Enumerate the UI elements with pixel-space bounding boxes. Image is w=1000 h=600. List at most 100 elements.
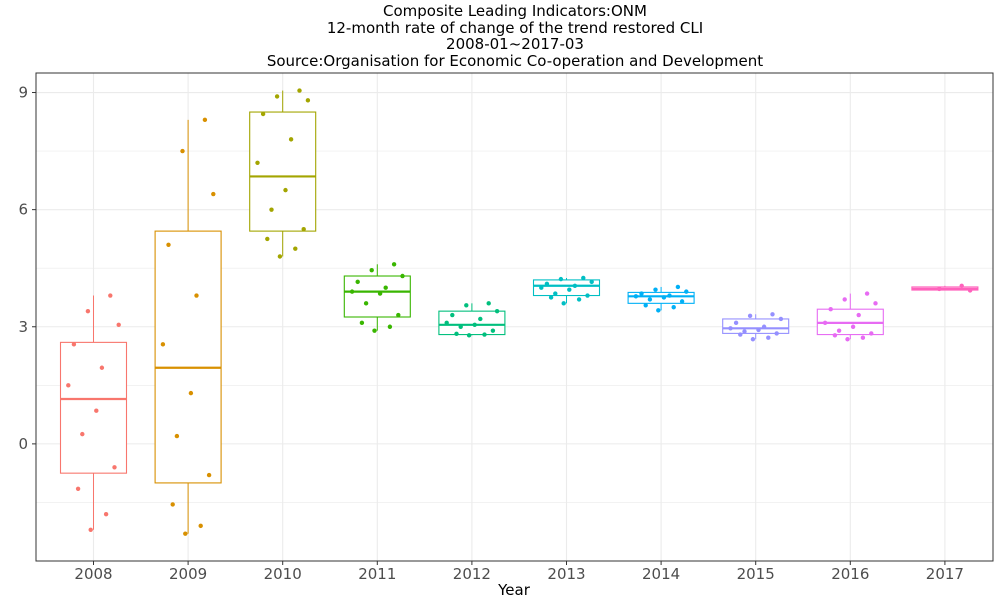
x-tick-label: 2014 xyxy=(642,565,680,583)
data-point xyxy=(561,301,566,306)
data-point xyxy=(377,291,383,296)
data-point xyxy=(301,226,306,232)
data-point xyxy=(274,94,280,99)
data-point xyxy=(383,285,388,290)
data-point xyxy=(349,289,355,294)
iqr-box xyxy=(532,279,601,297)
data-point xyxy=(482,332,487,337)
box-2008 xyxy=(59,295,128,530)
data-point xyxy=(88,527,93,532)
data-point xyxy=(770,312,775,317)
data-point xyxy=(355,279,360,285)
x-axis-ticks: 2008 2009 2010 2011 2012 2013 2014 2015 2016 2017 xyxy=(74,561,964,583)
box-2017 xyxy=(911,285,979,291)
boxes-layer xyxy=(59,90,979,534)
y-tick-label: 6 xyxy=(18,201,28,219)
data-point xyxy=(747,313,753,319)
data-point xyxy=(581,275,586,281)
data-point xyxy=(750,337,756,342)
iqr-box xyxy=(627,291,695,304)
points-layer xyxy=(66,88,973,536)
data-point xyxy=(170,502,175,507)
box-2012 xyxy=(438,303,506,336)
data-point xyxy=(850,324,856,329)
data-point xyxy=(860,335,866,340)
data-point xyxy=(202,117,208,123)
data-point xyxy=(548,295,554,300)
data-point xyxy=(756,327,761,333)
data-point xyxy=(66,383,71,388)
data-point xyxy=(188,390,194,396)
box-2011 xyxy=(343,264,411,331)
data-point xyxy=(937,286,942,292)
x-tick-label: 2010 xyxy=(264,565,302,583)
iqr-box xyxy=(154,230,222,484)
data-point xyxy=(679,299,685,304)
x-tick-label: 2012 xyxy=(453,565,491,583)
data-point xyxy=(656,308,661,313)
data-point xyxy=(667,293,672,298)
chart-subtitle-2: 2008-01~2017-03 xyxy=(446,35,584,53)
data-point xyxy=(869,331,874,336)
data-point xyxy=(198,523,203,529)
data-point xyxy=(85,308,91,314)
data-point xyxy=(458,324,463,329)
data-point xyxy=(293,246,298,251)
data-point xyxy=(576,297,582,302)
data-point xyxy=(647,297,653,302)
data-point xyxy=(558,276,564,282)
data-point xyxy=(103,511,109,517)
data-point xyxy=(206,472,212,478)
data-point xyxy=(160,342,166,347)
x-tick-label: 2015 xyxy=(737,565,775,583)
data-point xyxy=(490,328,496,333)
x-axis-title: Year xyxy=(497,581,531,599)
data-point xyxy=(967,288,973,293)
data-point xyxy=(478,316,483,322)
data-point xyxy=(450,312,455,318)
data-point xyxy=(643,303,648,308)
chart-subtitle-1: 12-month rate of change of the trend res… xyxy=(326,18,704,37)
box-2010 xyxy=(249,90,317,257)
data-point xyxy=(211,191,216,197)
chart-subtitle-3: Source:Organisation for Economic Co-oper… xyxy=(266,51,764,70)
data-point xyxy=(454,331,459,336)
data-point xyxy=(400,273,405,279)
grid-lines xyxy=(36,73,993,561)
data-point xyxy=(639,291,644,296)
y-tick-label: 0 xyxy=(18,435,28,453)
data-point xyxy=(277,254,283,259)
data-point xyxy=(766,335,771,340)
data-point xyxy=(265,236,270,242)
chart-title-block: Composite Leading Indicators:ONM 12-mont… xyxy=(0,3,1000,69)
box-2009 xyxy=(154,119,222,534)
iqr-box xyxy=(343,275,411,318)
data-point xyxy=(494,308,500,314)
data-point xyxy=(567,287,572,292)
data-point xyxy=(369,267,374,273)
data-point xyxy=(845,337,850,342)
y-tick-label: 3 xyxy=(18,318,28,336)
data-point xyxy=(959,283,964,288)
data-point xyxy=(183,531,188,536)
x-tick-label: 2011 xyxy=(358,565,396,583)
data-point xyxy=(391,262,397,267)
iqr-box xyxy=(438,310,506,336)
data-point xyxy=(539,285,544,290)
data-point xyxy=(99,365,105,370)
data-point xyxy=(661,295,667,300)
data-point xyxy=(761,324,767,329)
data-point xyxy=(589,279,594,285)
data-point xyxy=(822,320,828,326)
data-point xyxy=(297,88,302,93)
data-point xyxy=(633,294,639,299)
data-point xyxy=(653,287,658,292)
data-point xyxy=(288,137,294,142)
data-point xyxy=(305,98,311,103)
data-point xyxy=(728,326,733,331)
data-point xyxy=(466,333,472,338)
data-point xyxy=(112,465,117,470)
data-point xyxy=(585,293,590,298)
box-2013 xyxy=(532,277,601,304)
data-point xyxy=(108,293,113,298)
